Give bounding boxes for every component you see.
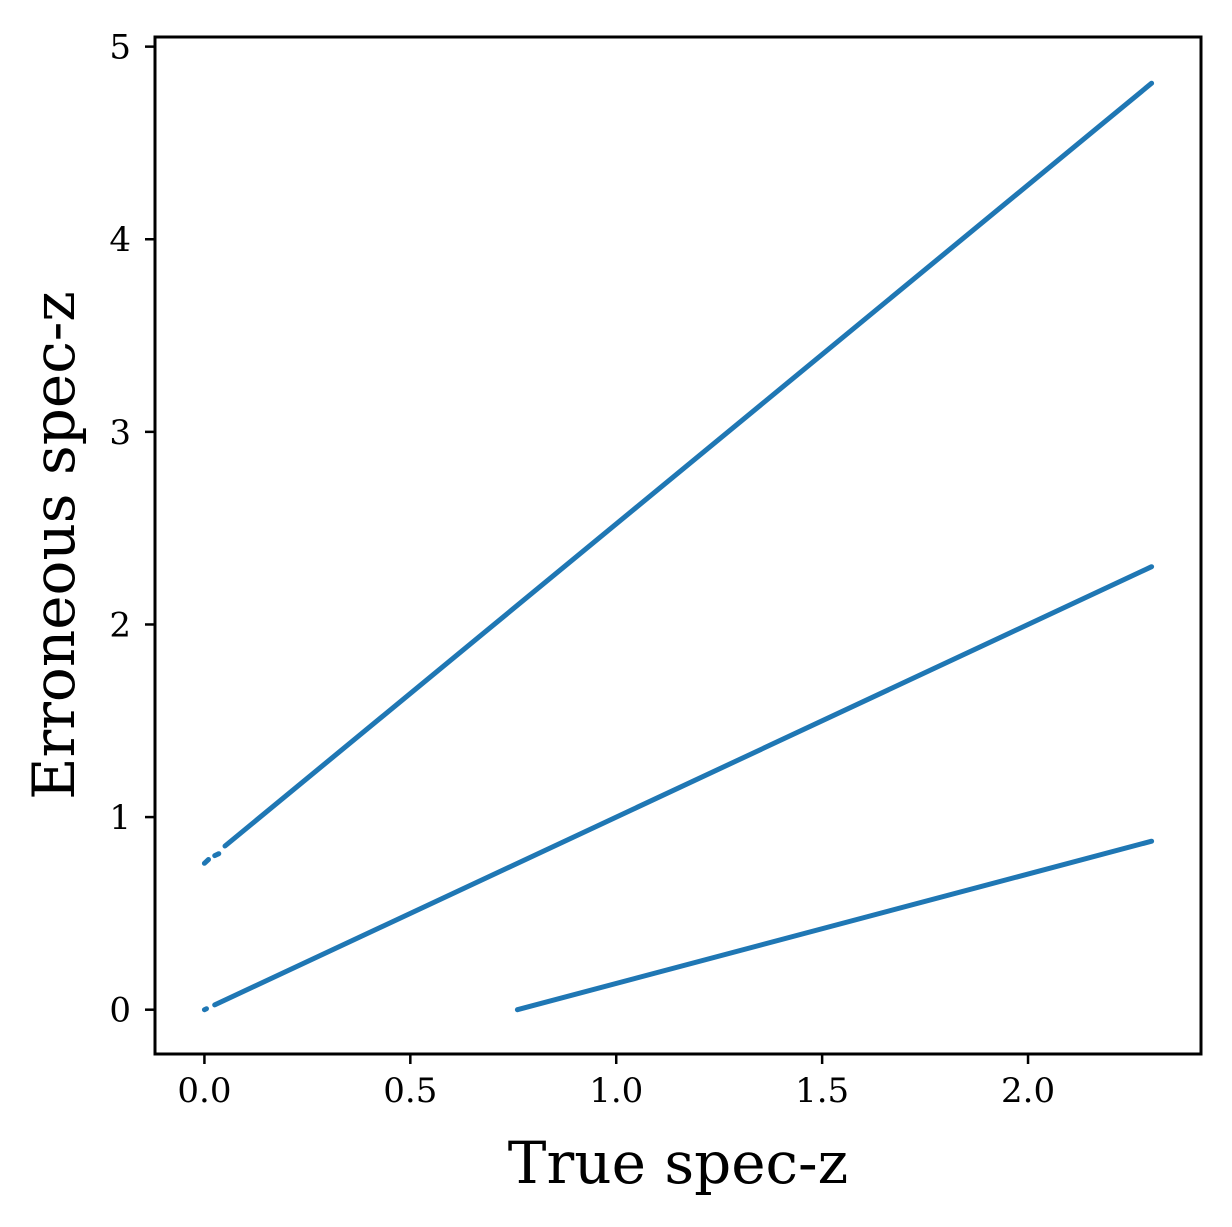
y-tick-label: 3 <box>109 413 131 453</box>
series-2 <box>201 564 1155 1013</box>
plot-frame <box>153 35 1203 1056</box>
plot-content <box>201 80 1155 1013</box>
x-tick-label: 0.0 <box>177 1071 231 1111</box>
series-3 <box>514 838 1155 1013</box>
y-axis-label: Erroneous spec-z <box>20 291 88 800</box>
series-2-segment-2 <box>212 564 1155 1008</box>
x-axis-ticks: 0.0 0.5 1.0 1.5 2.0 <box>177 1054 1055 1111</box>
y-tick-label: 4 <box>109 220 131 260</box>
y-tick-label: 1 <box>109 798 131 838</box>
series-1 <box>201 80 1155 866</box>
x-tick-label: 1.5 <box>795 1071 849 1111</box>
x-tick-label: 2.0 <box>1001 1071 1055 1111</box>
y-tick-label: 2 <box>109 605 131 645</box>
y-tick-label: 0 <box>109 991 131 1031</box>
x-axis-label: True spec-z <box>508 1129 848 1197</box>
series-3-segment-1 <box>514 838 1155 1013</box>
series-2-segment-1 <box>201 1006 209 1013</box>
y-axis-ticks: 0 1 2 3 4 5 <box>109 28 155 1031</box>
x-tick-label: 0.5 <box>383 1071 437 1111</box>
x-tick-label: 1.0 <box>589 1071 643 1111</box>
y-tick-label: 5 <box>109 28 131 68</box>
series-1-segment-3 <box>222 80 1155 849</box>
series-1-segment-1 <box>201 857 211 866</box>
series-1-segment-2 <box>212 851 222 859</box>
